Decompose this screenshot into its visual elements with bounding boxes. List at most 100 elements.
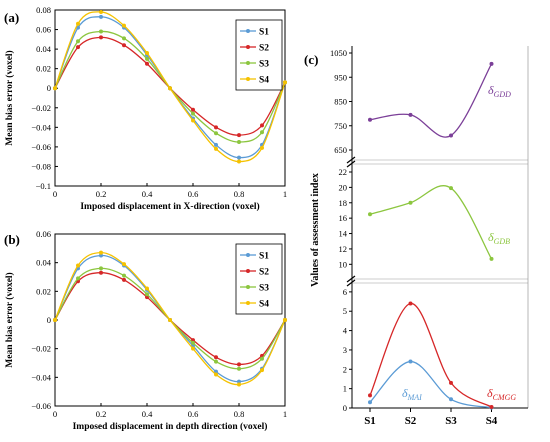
x-tick-label: S3 [445, 415, 457, 427]
legend-marker [246, 61, 250, 65]
data-point-S2 [214, 125, 218, 130]
data-point-S4 [214, 146, 218, 151]
series-label-sub: GDB [494, 237, 511, 246]
y-tick-label: 0.02 [36, 286, 51, 296]
series-label-main: δ [488, 83, 494, 97]
panel-a: 0.08 0.06 0.04 0.02 0 −0.02 −0.04 −0.06 −0.08 −0.… [4, 5, 287, 212]
data-point-GDB [368, 212, 372, 217]
data-point-S3 [191, 111, 195, 116]
x-tick-label: 0.2 [96, 189, 107, 199]
y-tick-label: 750 [334, 121, 347, 131]
y-tick-label: 650 [334, 145, 347, 155]
data-point-GDD [489, 61, 494, 66]
y-axis-label: Mean bias error (voxel) [4, 50, 15, 145]
data-point-S4 [283, 80, 287, 85]
y-tick-label: 0 [343, 403, 347, 413]
legend-label: S4 [259, 76, 269, 86]
data-point-S3 [99, 266, 103, 271]
legend-marker [246, 269, 250, 273]
legend-label: S1 [259, 252, 269, 262]
y-tick-label: −0.1 [36, 181, 51, 191]
data-point-S3 [76, 39, 80, 44]
data-point-MAI [368, 400, 372, 405]
x-tick-label: 1 [283, 189, 287, 199]
data-point-GDD [449, 133, 453, 138]
data-point-S2 [145, 61, 149, 66]
x-tick-label: S1 [364, 415, 376, 427]
data-point-S3 [214, 131, 218, 136]
data-point-S2 [99, 270, 103, 275]
y-tick-label: 4 [343, 326, 348, 336]
axis-break-mark [346, 275, 356, 283]
data-point-S3 [76, 276, 80, 281]
series-label-main: δ [487, 386, 493, 400]
y-tick-label: 850 [334, 97, 347, 107]
legend-marker [246, 301, 250, 305]
data-point-S4 [191, 118, 195, 123]
legend-label: S2 [259, 44, 269, 54]
data-point-S2 [122, 43, 126, 48]
x-tick-label: 0 [53, 189, 57, 199]
data-point-CMGG [368, 393, 372, 398]
y-tick-label: 14 [339, 229, 348, 239]
data-point-S4 [145, 286, 149, 291]
legend-label: S4 [259, 300, 269, 310]
x-axis-label: Imposed displacement in depth direction … [73, 421, 268, 432]
series-label: δGDB [488, 230, 510, 246]
x-tick-label: 0.6 [188, 409, 199, 419]
data-point-S3 [191, 340, 195, 345]
y-tick-label: 6 [343, 287, 347, 297]
series-label: δGDD [488, 83, 511, 99]
data-point-S3 [122, 273, 126, 278]
series-line-GDB [369, 185, 493, 260]
series-label-main: δ [488, 230, 494, 244]
y-tick-label: 950 [334, 72, 347, 82]
legend: S1 S2 S3 S4 [235, 19, 283, 91]
data-point-S2 [99, 35, 103, 40]
y-tick-label: 0.06 [36, 229, 51, 239]
series-label-main: δ [402, 386, 408, 400]
data-point-S3 [214, 359, 218, 364]
series-label: δCMGG [487, 386, 516, 402]
data-point-S4 [168, 86, 172, 91]
data-point-GDB [489, 256, 494, 261]
y-tick-label: 20 [339, 182, 348, 192]
legend-label: S2 [259, 268, 269, 278]
data-point-S1 [237, 379, 241, 384]
series-line-CMGG [369, 302, 492, 408]
legend-marker [246, 45, 250, 49]
data-point-S4 [168, 318, 172, 322]
y-tick-label: 12 [339, 244, 348, 254]
y-axis-label: Values of assessment index [310, 173, 321, 287]
data-point-S3 [99, 29, 103, 34]
data-point-MAI [408, 359, 413, 364]
legend-marker [246, 77, 250, 81]
data-point-S2 [191, 107, 195, 112]
x-tick-label: 0.4 [142, 409, 153, 419]
y-tick-label: 18 [339, 198, 348, 208]
panel-label: (c) [304, 52, 318, 67]
data-point-S2 [122, 277, 126, 282]
data-point-S3 [237, 366, 241, 371]
y-tick-label: 0 [47, 315, 51, 325]
data-point-GDD [408, 112, 413, 117]
legend-marker [246, 285, 250, 289]
y-tick-label: 0.06 [36, 25, 51, 35]
x-tick-label: 0.2 [96, 409, 107, 419]
y-tick-label: 0.02 [36, 64, 51, 74]
x-axis-label: Imposed displacement in X-direction (vox… [80, 201, 259, 212]
data-point-GDD [368, 117, 372, 122]
data-point-GDB [408, 200, 413, 205]
legend-box [235, 19, 283, 91]
data-point-S4 [76, 263, 80, 268]
x-tick-label: S4 [486, 415, 498, 427]
data-point-S3 [145, 292, 149, 297]
data-point-S3 [237, 140, 241, 144]
data-point-S1 [214, 142, 218, 147]
legend-marker [246, 29, 250, 33]
data-point-S4 [260, 145, 264, 150]
data-point-S4 [122, 262, 126, 267]
x-tick-label: 0 [53, 409, 57, 419]
